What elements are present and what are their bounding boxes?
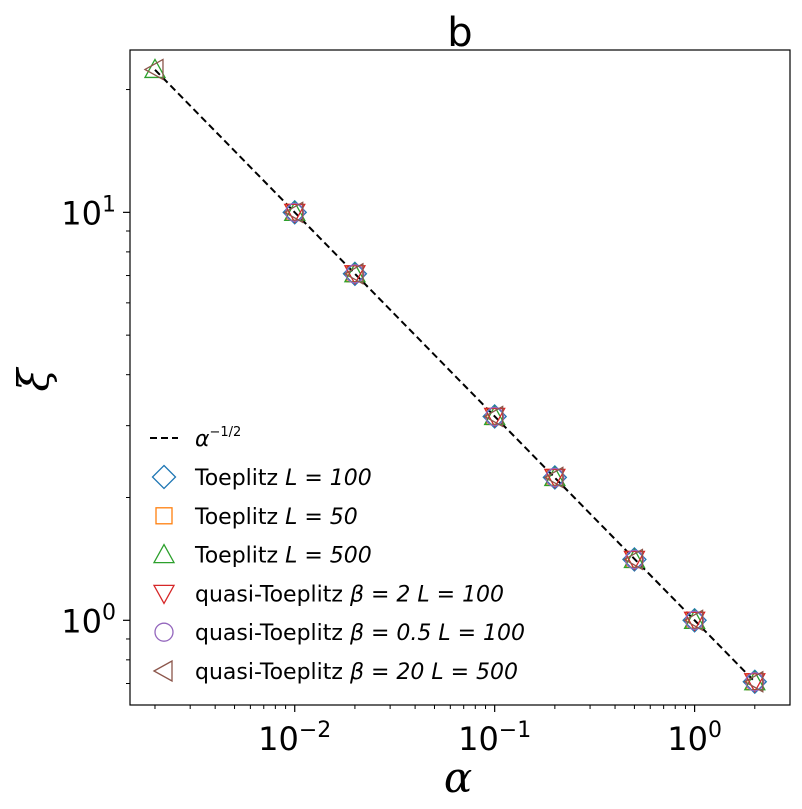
legend-label: Toeplitz L = 500 [194, 544, 372, 569]
legend-label: quasi-Toeplitz β = 0.5 L = 100 [195, 621, 525, 646]
x-tick-label: 10−1 [458, 718, 531, 758]
legend: α−1/2 Toeplitz L = 100 Toeplitz L = 50 Toep… [150, 425, 525, 685]
legend-label: quasi-Toeplitz β = 2 L = 100 [195, 582, 504, 607]
x-tick-label: 10−2 [258, 718, 331, 758]
data-point [283, 201, 304, 224]
legend-marker [152, 543, 176, 564]
data-point [683, 611, 706, 632]
legend-marker [152, 584, 176, 605]
data-point [143, 58, 167, 79]
data-point [683, 608, 706, 629]
data-point [143, 58, 164, 81]
data-point [543, 466, 566, 487]
legend-label: α−1/2 [195, 425, 241, 452]
data-point [743, 670, 766, 691]
plot-frame [129, 49, 791, 706]
data-point [283, 201, 306, 221]
x-axis: 10−2 10−1 100 [154, 705, 756, 758]
series-6 [143, 58, 764, 693]
data-point [623, 550, 646, 571]
data-point [483, 405, 504, 428]
data-point [343, 262, 367, 283]
legend-label: Toeplitz L = 100 [194, 466, 372, 491]
x-axis-label: α [444, 753, 472, 802]
data-point [345, 264, 365, 284]
data-point [743, 673, 766, 694]
data-point [623, 548, 644, 571]
data-point [545, 467, 565, 488]
series-3 [143, 58, 766, 691]
data-point [283, 203, 306, 224]
series-4 [283, 203, 766, 694]
legend-marker [154, 622, 174, 642]
data-point [543, 466, 564, 489]
legend-marker [152, 659, 173, 683]
chart-title: b [447, 10, 472, 56]
y-tick-label: 100 [61, 600, 116, 640]
legend-label: quasi-Toeplitz β = 20 L = 500 [195, 660, 518, 685]
data-point [343, 265, 367, 286]
legend-marker [151, 464, 177, 490]
y-axis-label: ξ [9, 367, 58, 392]
plot-area [143, 58, 768, 695]
data-point [745, 672, 765, 692]
y-tick-label: 101 [61, 192, 116, 232]
data-point [743, 670, 764, 693]
legend-label: Toeplitz L = 50 [194, 505, 358, 530]
data-point [483, 407, 506, 428]
data-point [483, 405, 506, 426]
data-point [543, 468, 566, 489]
x-tick-label: 100 [667, 718, 722, 758]
data-point [683, 609, 704, 632]
y-axis: 100 101 [61, 89, 130, 684]
data-point [343, 262, 364, 285]
data-point [623, 548, 646, 569]
legend-marker [155, 507, 173, 525]
